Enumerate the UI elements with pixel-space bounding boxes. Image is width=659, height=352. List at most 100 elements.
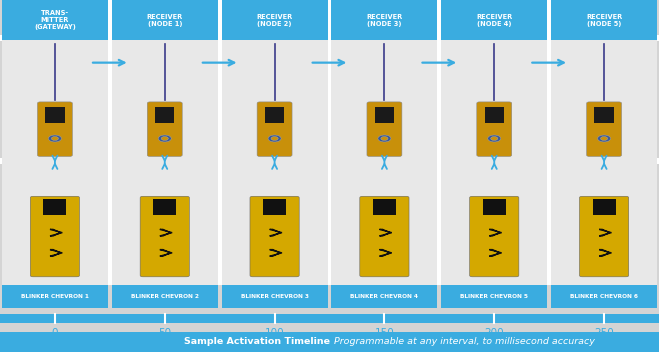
Bar — [331, 40, 438, 164]
Bar — [551, 285, 657, 308]
Text: 50: 50 — [158, 328, 171, 338]
Bar — [221, 0, 328, 40]
Polygon shape — [599, 250, 612, 256]
Text: RECEIVER
(NODE 2): RECEIVER (NODE 2) — [256, 14, 293, 27]
Bar — [0, 158, 659, 164]
Polygon shape — [490, 250, 501, 256]
Circle shape — [271, 137, 278, 140]
Polygon shape — [270, 230, 282, 236]
Polygon shape — [270, 250, 282, 256]
Text: TRANS-
MITTER
(GATEWAY): TRANS- MITTER (GATEWAY) — [34, 10, 76, 30]
Bar — [324, 0, 335, 285]
Polygon shape — [160, 230, 172, 236]
Text: BLINKER CHEVRON 4: BLINKER CHEVRON 4 — [351, 294, 418, 299]
Text: 150: 150 — [374, 328, 394, 338]
Bar — [45, 107, 65, 123]
FancyBboxPatch shape — [477, 102, 512, 156]
FancyBboxPatch shape — [250, 196, 299, 277]
Text: 0: 0 — [51, 328, 58, 338]
Bar — [112, 40, 217, 164]
Bar — [594, 107, 614, 123]
Circle shape — [600, 137, 608, 140]
Bar — [221, 40, 328, 164]
Bar — [2, 164, 108, 285]
Circle shape — [378, 135, 391, 142]
Text: RECEIVER
(NODE 3): RECEIVER (NODE 3) — [366, 14, 403, 27]
Text: Sample Activation Timeline: Sample Activation Timeline — [183, 337, 330, 346]
FancyBboxPatch shape — [30, 196, 80, 277]
Bar — [154, 199, 176, 215]
Bar — [331, 164, 438, 285]
Bar — [221, 164, 328, 285]
FancyBboxPatch shape — [257, 102, 292, 156]
Text: 250: 250 — [594, 328, 614, 338]
FancyBboxPatch shape — [360, 196, 409, 277]
Text: RECEIVER
(NODE 4): RECEIVER (NODE 4) — [476, 14, 513, 27]
Circle shape — [491, 137, 498, 140]
Bar — [442, 40, 547, 164]
Polygon shape — [599, 230, 612, 236]
Bar — [551, 0, 657, 40]
Text: RECEIVER
(NODE 5): RECEIVER (NODE 5) — [586, 14, 622, 27]
Text: BLINKER CHEVRON 2: BLINKER CHEVRON 2 — [130, 294, 199, 299]
Bar — [2, 40, 108, 164]
Bar — [265, 107, 284, 123]
Bar — [263, 199, 286, 215]
Circle shape — [268, 135, 281, 142]
Circle shape — [51, 137, 59, 140]
Bar — [434, 0, 445, 285]
Bar — [43, 199, 67, 215]
Bar — [544, 0, 554, 285]
Text: 200: 200 — [484, 328, 504, 338]
Bar — [442, 164, 547, 285]
Bar — [221, 285, 328, 308]
Circle shape — [598, 135, 611, 142]
Text: Programmable at any interval, to millisecond accuracy: Programmable at any interval, to millise… — [331, 337, 594, 346]
Polygon shape — [380, 230, 392, 236]
Polygon shape — [160, 250, 172, 256]
Text: 100: 100 — [265, 328, 285, 338]
FancyBboxPatch shape — [579, 196, 629, 277]
Bar — [0, 314, 659, 323]
Bar — [483, 199, 505, 215]
Bar — [442, 285, 547, 308]
Bar — [214, 0, 225, 285]
Circle shape — [48, 135, 61, 142]
Bar — [112, 285, 217, 308]
Bar — [112, 0, 217, 40]
Polygon shape — [50, 250, 63, 256]
Bar — [375, 107, 394, 123]
Text: BLINKER CHEVRON 1: BLINKER CHEVRON 1 — [21, 294, 89, 299]
Bar — [551, 164, 657, 285]
FancyBboxPatch shape — [587, 102, 621, 156]
Circle shape — [488, 135, 501, 142]
Circle shape — [158, 135, 171, 142]
Bar — [592, 199, 616, 215]
Text: BLINKER CHEVRON 3: BLINKER CHEVRON 3 — [241, 294, 308, 299]
Bar — [2, 0, 108, 40]
Text: RECEIVER
(NODE 1): RECEIVER (NODE 1) — [146, 14, 183, 27]
Bar — [155, 107, 175, 123]
FancyBboxPatch shape — [140, 196, 189, 277]
Polygon shape — [380, 250, 392, 256]
FancyBboxPatch shape — [148, 102, 182, 156]
Text: BLINKER CHEVRON 5: BLINKER CHEVRON 5 — [460, 294, 529, 299]
Circle shape — [161, 137, 168, 140]
Polygon shape — [490, 230, 501, 236]
Bar — [484, 107, 504, 123]
Bar — [442, 0, 547, 40]
Bar — [0, 332, 659, 352]
Bar — [105, 0, 115, 285]
Bar — [373, 199, 396, 215]
Circle shape — [381, 137, 388, 140]
Bar — [551, 40, 657, 164]
Bar — [331, 285, 438, 308]
Polygon shape — [50, 230, 63, 236]
Bar — [112, 164, 217, 285]
Bar — [2, 285, 108, 308]
Bar — [331, 0, 438, 40]
FancyBboxPatch shape — [38, 102, 72, 156]
FancyBboxPatch shape — [367, 102, 402, 156]
Text: BLINKER CHEVRON 6: BLINKER CHEVRON 6 — [570, 294, 638, 299]
Bar — [0, 35, 659, 41]
